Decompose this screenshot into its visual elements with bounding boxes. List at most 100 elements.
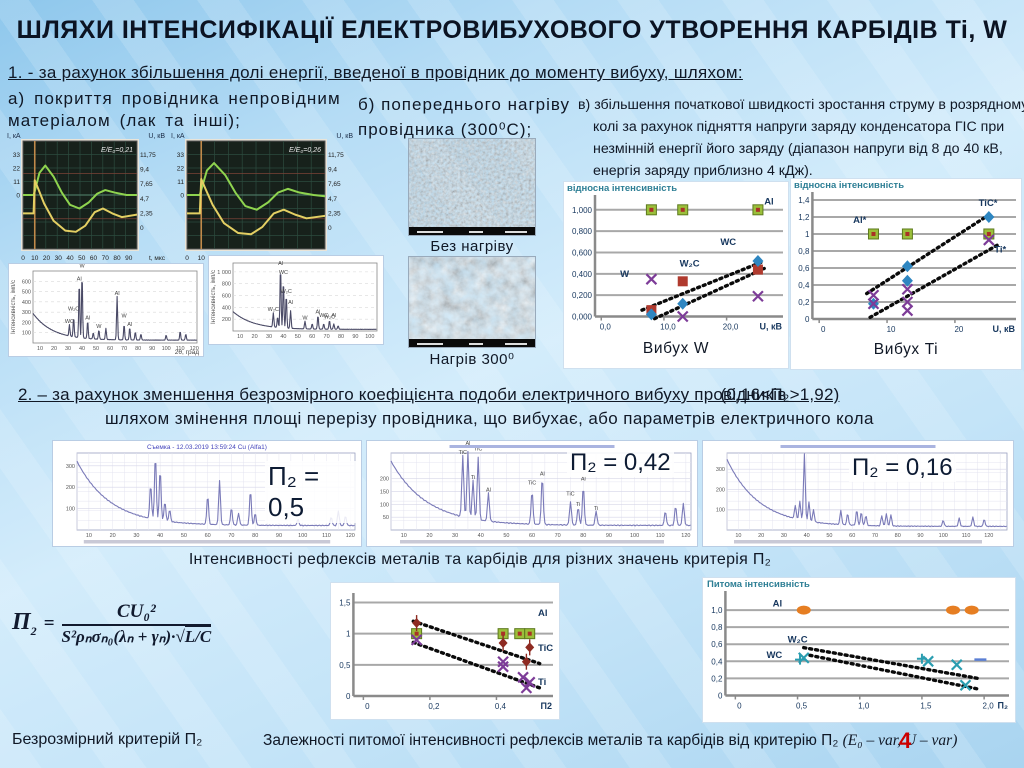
svg-text:TiC*: TiC* (979, 198, 998, 209)
section1-item-b: б) попереднього нагріву провідника (300⁰… (358, 95, 571, 139)
svg-text:W₂C: W₂C (680, 258, 700, 269)
svg-text:0: 0 (140, 225, 144, 232)
svg-text:0,4: 0,4 (495, 702, 507, 711)
svg-text:40: 40 (280, 334, 286, 340)
svg-text:50: 50 (295, 334, 301, 340)
svg-text:W₂C: W₂C (281, 289, 292, 295)
svg-text:90: 90 (352, 334, 358, 340)
svg-text:0: 0 (180, 193, 184, 200)
svg-text:I, кА: I, кА (7, 133, 21, 140)
svg-text:1,000: 1,000 (572, 206, 593, 215)
svg-text:0,2: 0,2 (428, 702, 440, 711)
svg-text:300: 300 (22, 310, 31, 316)
svg-text:П₂: П₂ (998, 700, 1008, 710)
svg-text:7,65: 7,65 (328, 181, 341, 188)
svg-text:0,8: 0,8 (798, 247, 810, 256)
svg-text:0,6: 0,6 (711, 640, 723, 649)
svg-text:2θ, град: 2θ, град (175, 349, 199, 356)
xrd_w2-svg: 1 000800600400200W₂CAlWCW₂CAlWAlWCW₂CAl1… (211, 261, 378, 340)
svg-text:Питома інтенсивність: Питома інтенсивність (707, 579, 810, 590)
sem-image-no-heating (408, 138, 536, 236)
svg-text:11,75: 11,75 (140, 152, 156, 159)
svg-text:0: 0 (16, 193, 20, 200)
xrd-chart-w-coated-1: 600 500 400 300 200 100 WC W₂C Al W Al W Al W Al 10 20 30… (8, 263, 204, 357)
svg-text:40: 40 (79, 346, 85, 352)
svg-text:70: 70 (555, 533, 561, 539)
svg-text:33: 33 (13, 152, 21, 159)
svg-text:0: 0 (346, 692, 351, 701)
svg-text:11: 11 (13, 179, 20, 186)
svg-text:2,0: 2,0 (983, 701, 995, 710)
svg-text:WC: WC (65, 319, 74, 325)
svg-text:Ti: Ti (594, 506, 598, 512)
svg-text:0,4: 0,4 (711, 657, 723, 666)
svg-text:E/E₀=0,21: E/E₀=0,21 (101, 147, 133, 154)
svg-text:80: 80 (580, 533, 586, 539)
svg-text:10: 10 (735, 533, 741, 539)
svg-text:0: 0 (718, 691, 723, 700)
svg-text:30: 30 (452, 533, 458, 539)
svg-text:110: 110 (962, 533, 971, 539)
svg-text:40: 40 (478, 533, 484, 539)
svg-text:50: 50 (78, 255, 86, 262)
caption-dependences-formula: (E₀ – var, U – var) (842, 732, 958, 749)
svg-text:TiC: TiC (538, 643, 553, 654)
svg-text:Al: Al (85, 315, 90, 321)
svg-text:100: 100 (66, 507, 75, 513)
svg-text:200: 200 (66, 485, 75, 491)
svg-text:50: 50 (93, 346, 99, 352)
caption-xrd-row: Інтенсивності рефлексів металів та карбі… (188, 551, 772, 568)
section2-heading-main: 2. – за рахунок зменшення безрозмірного … (18, 385, 787, 404)
svg-text:80: 80 (338, 334, 344, 340)
scatter_w-svg: 1,000 0,800 0,600 0,400 0,200 0,000 0,0 10,0 20,… (567, 183, 783, 332)
formula-equals: = (43, 613, 55, 634)
svg-text:відносна інтенсивність: відносна інтенсивність (567, 183, 677, 194)
svg-text:400: 400 (22, 300, 31, 306)
svg-text:100: 100 (298, 533, 307, 539)
svg-text:Ti: Ti (576, 502, 580, 508)
scatter-chart-explosion-w: 1,000 0,800 0,600 0,400 0,200 0,000 0,0 10,0 20,… (563, 182, 789, 342)
scatter_ti-svg: 1,4 1,2 1 0,8 0,6 0,4 0,2 0 0 10 20 U, кВ відносна і… (794, 180, 1016, 334)
svg-text:10: 10 (401, 533, 407, 539)
section2-heading-range: (0,16<П₂>1,92) (720, 385, 840, 404)
svg-text:0: 0 (737, 701, 742, 710)
scatter_p2ti-svg: 1,5 1 0,5 0 0 0,2 0,4 П2 Al TiC Ti (339, 593, 553, 711)
xrd-chart-w-coated-2: 1 000 800 600 400 200 W₂C Al WC W₂C Al W Al WC W₂C Al 1… (208, 255, 384, 345)
caption-dependences: Залежності питомої інтенсивності рефлекс… (263, 732, 957, 750)
svg-text:0: 0 (365, 702, 370, 711)
section1-heading: 1. - за рахунок збільшення долі енергії,… (8, 63, 743, 82)
card-p2-dependence-ti: 1,5 1 0,5 0 0 0,2 0,4 П2 Al TiC Ti (330, 582, 560, 720)
svg-text:0,4: 0,4 (798, 281, 810, 290)
svg-text:80: 80 (135, 346, 141, 352)
svg-text:30: 30 (65, 346, 71, 352)
svg-text:U, кВ: U, кВ (336, 133, 353, 140)
svg-text:20: 20 (110, 533, 116, 539)
svg-text:20: 20 (252, 334, 258, 340)
svg-text:Al: Al (316, 310, 321, 316)
svg-text:0,6: 0,6 (798, 264, 810, 273)
svg-text:70: 70 (228, 533, 234, 539)
svg-text:W: W (96, 324, 102, 330)
svg-text:W: W (79, 264, 85, 269)
svg-text:100: 100 (939, 533, 948, 539)
svg-text:100: 100 (380, 502, 389, 508)
svg-text:600: 600 (222, 294, 231, 300)
svg-text:Al: Al (465, 441, 470, 447)
svg-text:90: 90 (149, 346, 155, 352)
svg-text:П2: П2 (541, 701, 552, 711)
svg-text:30: 30 (55, 255, 63, 262)
svg-text:TiC: TiC (528, 481, 536, 487)
svg-text:400: 400 (222, 305, 231, 311)
svg-text:20: 20 (43, 255, 51, 262)
svg-text:Al*: Al* (853, 215, 867, 226)
svg-text:0,200: 0,200 (572, 291, 593, 300)
svg-text:60: 60 (309, 334, 315, 340)
svg-text:Інтенсивність, імп/с: Інтенсивність, імп/с (211, 270, 217, 324)
svg-text:Al: Al (486, 488, 491, 494)
sem-image-heated (408, 256, 536, 348)
svg-text:50: 50 (383, 515, 389, 521)
osc2-svg: I, кА U, кВ E/E₀=0,26 33 22 11 0 11,75 9,4 7,65 4,… (171, 133, 354, 262)
svg-text:10,0: 10,0 (660, 323, 676, 332)
svg-text:90: 90 (917, 533, 923, 539)
